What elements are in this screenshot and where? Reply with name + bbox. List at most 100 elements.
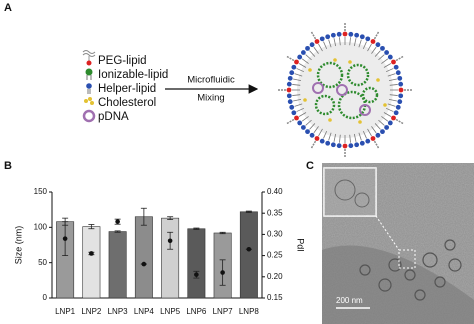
bar bbox=[82, 226, 101, 299]
bar bbox=[187, 228, 206, 299]
peg-chain bbox=[395, 118, 405, 125]
inner-vesicle bbox=[346, 63, 370, 87]
lipid-head bbox=[300, 50, 306, 55]
lipid-tail bbox=[358, 132, 362, 141]
lipid-head bbox=[297, 54, 303, 60]
lipid-tail bbox=[313, 46, 319, 54]
lipid-head bbox=[286, 87, 292, 93]
peg-chain bbox=[373, 140, 380, 150]
point bbox=[89, 251, 94, 256]
lipid-head bbox=[289, 70, 295, 76]
lipid-head bbox=[359, 140, 365, 146]
y2-tick-label: 0.25 bbox=[267, 251, 283, 260]
peg-chain bbox=[373, 30, 380, 40]
lipid-head bbox=[336, 143, 342, 149]
lipid-tail bbox=[362, 41, 367, 50]
lipid-head bbox=[365, 138, 371, 144]
lipid-head bbox=[391, 59, 396, 65]
x-tick-label: LNP2 bbox=[81, 307, 102, 316]
legend-label: Ionizable-lipid bbox=[98, 69, 168, 81]
lipid-head bbox=[395, 104, 401, 110]
lipid-tail bbox=[374, 123, 381, 130]
lipid-head bbox=[398, 93, 404, 99]
lipid-tail bbox=[318, 43, 323, 52]
lipid-head bbox=[375, 42, 381, 48]
pdna bbox=[312, 82, 324, 94]
lipid-tail bbox=[296, 68, 305, 73]
lipid-tail bbox=[296, 107, 305, 112]
lipid-head bbox=[336, 31, 342, 37]
peg-chain bbox=[395, 55, 405, 62]
legend-label: pDNA bbox=[98, 111, 129, 123]
lipid-tail bbox=[358, 39, 362, 48]
peg-chain bbox=[310, 140, 317, 150]
lipid-tail bbox=[371, 126, 377, 134]
lipid-tail bbox=[298, 112, 307, 117]
lipid-head bbox=[319, 138, 325, 144]
y-tick-label: 100 bbox=[34, 222, 48, 231]
lipid-tail bbox=[353, 38, 357, 47]
core bbox=[297, 42, 393, 138]
legend-label: PEG-lipid bbox=[98, 55, 147, 67]
bar bbox=[161, 217, 180, 299]
y-tick-label: 0 bbox=[43, 293, 48, 302]
cholesterol bbox=[333, 58, 337, 62]
point bbox=[220, 270, 225, 275]
y2-tick-label: 0.15 bbox=[267, 293, 283, 302]
lipid-tail bbox=[389, 84, 398, 86]
lipid-tail bbox=[371, 46, 377, 54]
lipid-tail bbox=[339, 134, 341, 143]
legend-label: Helper-lipid bbox=[98, 83, 156, 95]
inner-vesicle bbox=[316, 61, 344, 89]
lipid-tail bbox=[367, 43, 372, 52]
inner-vesicle bbox=[314, 94, 336, 116]
lipid-tail bbox=[328, 132, 332, 141]
lipid-head bbox=[287, 99, 293, 105]
lipid-head bbox=[380, 45, 385, 51]
point bbox=[194, 272, 199, 277]
lipid-head bbox=[397, 99, 403, 105]
point bbox=[246, 246, 252, 252]
peg-chain bbox=[285, 55, 295, 62]
point bbox=[141, 261, 147, 267]
y2-tick-label: 0.40 bbox=[267, 187, 283, 196]
lipid-tail bbox=[367, 128, 372, 137]
lipid-head bbox=[286, 93, 292, 99]
panel-label: A bbox=[4, 2, 12, 14]
peg-chain bbox=[285, 118, 295, 125]
pdna bbox=[336, 84, 348, 96]
lipid-tail bbox=[387, 103, 396, 107]
lipid-head bbox=[354, 142, 360, 148]
cholesterol bbox=[383, 103, 387, 107]
y2-tick-label: 0.20 bbox=[267, 272, 283, 281]
lipid-tail bbox=[333, 38, 337, 47]
lipid-tail bbox=[293, 78, 302, 82]
lipid-head bbox=[348, 143, 354, 149]
lipid-head bbox=[309, 132, 315, 138]
lipid-head bbox=[305, 129, 310, 135]
lipid-tail bbox=[362, 130, 367, 139]
lipid-tail bbox=[323, 130, 328, 139]
scale-bar-label: 200 nm bbox=[336, 296, 363, 305]
nanoparticle bbox=[277, 22, 413, 158]
lipid-head bbox=[391, 115, 396, 121]
lipid-tail bbox=[294, 103, 303, 107]
lipid-tail bbox=[305, 119, 312, 126]
peg-chain bbox=[310, 30, 317, 40]
lipid-tail bbox=[309, 123, 316, 130]
micrograph bbox=[322, 163, 474, 324]
chart: 0 50 100 150 0.15 0.20 0.25 0.30 0.35 0.40 Size (n… bbox=[13, 187, 305, 316]
lipid-tail bbox=[378, 119, 385, 126]
y2-tick-label: 0.35 bbox=[267, 208, 283, 217]
lipid-tail bbox=[349, 37, 351, 46]
panel-label: C bbox=[306, 160, 314, 172]
inner-vesicle bbox=[361, 86, 379, 104]
lipid-head bbox=[300, 125, 306, 130]
lipid-head bbox=[384, 125, 390, 130]
lipid-head bbox=[342, 31, 348, 37]
lipid-head bbox=[309, 42, 315, 48]
lipid-tail bbox=[385, 68, 394, 73]
lipid-tail bbox=[292, 84, 301, 86]
lipid-tail bbox=[383, 63, 392, 68]
lipid-head bbox=[393, 110, 399, 116]
